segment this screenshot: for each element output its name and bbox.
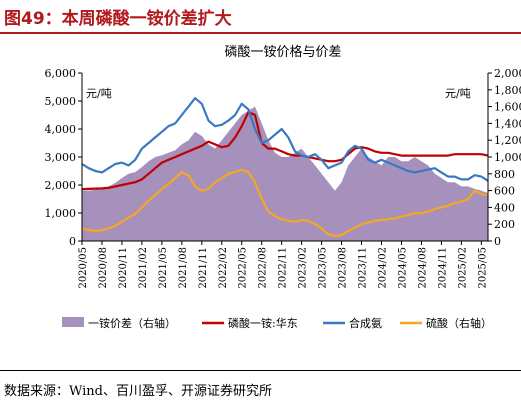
source-divider — [0, 370, 521, 371]
y-right-tick-label: 2,000 — [494, 67, 521, 80]
y-right-tick-label: 600 — [494, 185, 515, 198]
x-tick-label: 2024/11 — [437, 247, 448, 289]
sulfuric-line — [81, 168, 489, 238]
y-left-tick-label: 1,000 — [45, 207, 77, 220]
x-tick-label: 2023/02 — [298, 247, 309, 289]
y-right-tick-label: 1,400 — [494, 117, 521, 130]
x-tick-label: 2020/05 — [78, 247, 89, 289]
x-tick-label: 2022/02 — [218, 247, 229, 289]
y-left-tick-label: 5,000 — [45, 95, 77, 108]
right-axis-unit: 元/吨 — [445, 87, 471, 100]
y-right-tick-label: 0 — [494, 235, 501, 248]
x-tick-label: 2024/02 — [378, 247, 389, 289]
caption-divider — [0, 32, 521, 34]
legend: 一铵价差（右轴） 磷酸一铵:华东 合成氨 硫酸（右轴） — [62, 316, 492, 330]
legend-label: 硫酸（右轴） — [426, 316, 492, 330]
figure-caption-bar: 图49：本周磷酸一铵价差扩大 — [0, 0, 521, 34]
x-tick-label: 2025/05 — [477, 247, 488, 289]
legend-label: 合成氨 — [349, 316, 382, 330]
x-tick-label: 2021/02 — [138, 247, 149, 289]
x-tick-label: 2023/08 — [338, 247, 349, 289]
spread-area — [82, 106, 488, 241]
ammonia-line — [81, 97, 489, 182]
figure-caption: 图49：本周磷酸一铵价差扩大 — [4, 9, 232, 29]
x-tick-label: 2024/08 — [417, 247, 428, 289]
y-left-tick-label: 0 — [69, 235, 76, 248]
axes: 0 1,000 2,000 3,000 4,000 5,000 6,000 0 200 400 60… — [45, 67, 521, 289]
y-right-tick-label: 800 — [494, 168, 515, 181]
y-right-tick-label: 1,600 — [494, 101, 521, 114]
y-right-tick-label: 1,200 — [494, 134, 521, 147]
left-axis-unit: 元/吨 — [86, 87, 112, 100]
x-tick-label: 2022/08 — [258, 247, 269, 289]
y-left-tick-label: 3,000 — [45, 151, 77, 164]
x-tick-label: 2022/11 — [278, 247, 289, 289]
x-tick-label: 2024/05 — [397, 247, 408, 289]
legend-label: 一铵价差（右轴） — [88, 316, 176, 330]
y-right-tick-label: 400 — [494, 201, 515, 214]
x-tick-label: 2022/05 — [238, 247, 249, 289]
x-tick-label: 2023/11 — [358, 247, 369, 289]
chart-title: 磷酸一铵价格与价差 — [224, 44, 341, 60]
y-left-tick-label: 4,000 — [45, 123, 77, 136]
y-right-tick-label: 1,800 — [494, 84, 521, 97]
legend-label: 磷酸一铵:华东 — [228, 316, 298, 330]
y-right-tick-label: 1,000 — [494, 151, 521, 164]
x-tick-label: 2020/08 — [98, 247, 109, 289]
y-right-tick-label: 200 — [494, 218, 515, 231]
y-left-tick-label: 2,000 — [45, 179, 77, 192]
x-tick-label: 2023/05 — [318, 247, 329, 289]
y-left-tick-label: 6,000 — [45, 67, 77, 80]
plot-area — [81, 97, 489, 241]
x-tick-label: 2021/11 — [198, 247, 209, 289]
x-tick-label: 2025/02 — [457, 247, 468, 289]
map-line — [81, 111, 489, 191]
x-tick-label: 2020/11 — [118, 247, 129, 289]
x-tick-label: 2021/05 — [158, 247, 169, 289]
legend-swatch-spread — [62, 317, 84, 327]
x-tick-label: 2021/08 — [178, 247, 189, 289]
chart: 磷酸一铵价格与价差 元/吨 元/吨 0 1,000 2,000 3,000 4,000 5… — [45, 44, 521, 330]
source-note: 数据来源：Wind、百川盈孚、开源证券研究所 — [4, 384, 272, 399]
